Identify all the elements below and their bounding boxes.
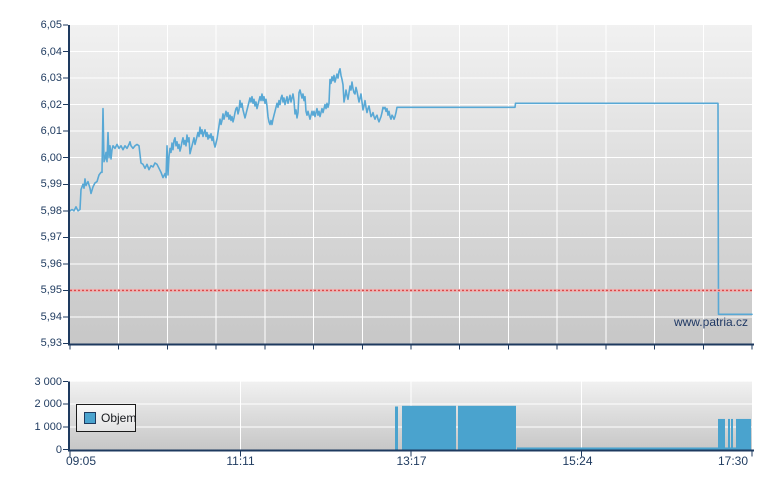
price-axis-label: 6,05 bbox=[40, 19, 62, 31]
price-axis-label: 5,94 bbox=[40, 311, 62, 323]
price-axis-label: 6,03 bbox=[40, 72, 62, 84]
time-axis-label: 13:17 bbox=[396, 454, 427, 468]
volume-legend-marker-icon bbox=[84, 412, 96, 424]
axes-and-ticks bbox=[63, 24, 754, 457]
volume-axis-label: 1 000 bbox=[34, 421, 62, 433]
price-axis-label: 5,99 bbox=[40, 178, 62, 190]
price-axis-label: 5,95 bbox=[40, 284, 62, 296]
price-axis-label: 6,00 bbox=[40, 152, 62, 164]
volume-axis-label: 3 000 bbox=[34, 376, 62, 388]
volume-axis-label: 2 000 bbox=[34, 398, 62, 410]
price-axis-label: 5,96 bbox=[40, 258, 62, 270]
legend-label: Objem bbox=[101, 411, 137, 425]
price-axis-label: 5,93 bbox=[40, 337, 62, 349]
time-axis-label: 17:30 bbox=[717, 454, 748, 468]
price-axis-label: 6,02 bbox=[40, 99, 62, 111]
volume-bars bbox=[395, 405, 751, 450]
legend-box: Objem bbox=[76, 404, 136, 432]
price-axis-label: 5,97 bbox=[40, 231, 62, 243]
price-line bbox=[69, 68, 753, 316]
watermark-text: www.patria.cz bbox=[673, 315, 748, 329]
time-axis-label: 11:11 bbox=[226, 454, 255, 468]
price-axis-label: 5,98 bbox=[40, 205, 62, 217]
time-axis-label: 09:05 bbox=[66, 454, 97, 468]
volume-axis-label: 0 bbox=[55, 444, 62, 456]
price-axis-label: 6,04 bbox=[40, 46, 62, 58]
time-axis-label: 15:24 bbox=[562, 454, 593, 468]
price-axis-label: 6,01 bbox=[40, 125, 62, 137]
